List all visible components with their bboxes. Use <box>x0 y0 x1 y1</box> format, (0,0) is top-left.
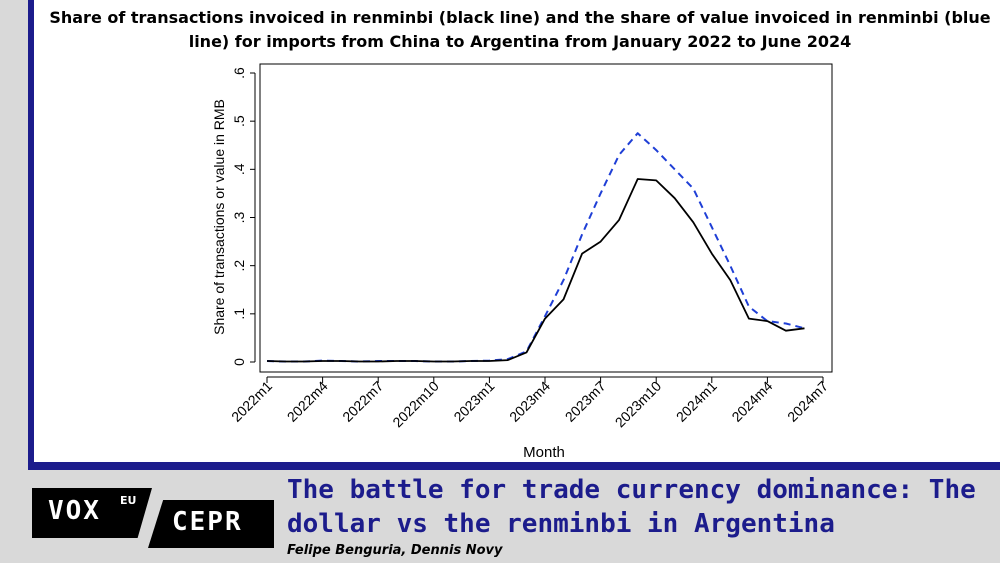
x-ticks: 2022m1 2022m4 2022m7 2022m10 2023m1 2023m4 202… <box>228 377 831 430</box>
x-tick-label: 2022m4 <box>284 378 331 425</box>
plot-area <box>259 63 833 373</box>
chart-title: Share of transactions invoiced in renmin… <box>49 8 991 51</box>
y-tick-label: 0 <box>231 358 247 366</box>
article-title: The battle for trade currency dominance:… <box>287 475 976 539</box>
y-tick-label: .6 <box>231 67 247 79</box>
x-tick-label: 2024m1 <box>673 378 720 425</box>
x-tick-label: 2023m7 <box>562 378 609 425</box>
y-axis-label: Share of transactions or value in RMB <box>211 99 227 335</box>
y-tick-label: .4 <box>231 163 247 175</box>
y-tick-label: .1 <box>231 308 247 320</box>
y-tick-label: .5 <box>231 115 247 127</box>
x-tick-label: 2024m4 <box>728 378 775 425</box>
voxeu-logo: VOX EU <box>32 488 152 538</box>
x-tick-label: 2024m7 <box>784 378 831 425</box>
x-tick-label: 2022m1 <box>228 378 275 425</box>
x-tick-label: 2022m10 <box>389 378 442 431</box>
y-tick-label: .2 <box>231 260 247 272</box>
article-authors: Felipe Benguria, Dennis Novy <box>287 543 503 558</box>
x-tick-label: 2023m1 <box>450 378 497 425</box>
logo-vox-text: VOX <box>48 496 101 526</box>
line-chart: 0.1.2.3.4.5.6 2022m1 2022m4 2022m7 2022m10 2… <box>211 63 833 461</box>
transaction-share-line <box>266 178 805 363</box>
cepr-logo: CEPR <box>148 500 274 548</box>
x-axis-label: Month <box>523 444 565 461</box>
logo-eu-text: EU <box>120 494 137 507</box>
x-tick-label: 2023m4 <box>506 378 553 425</box>
y-ticks: 0 .1 .2 .3 .4 .5 .6 <box>231 67 255 366</box>
y-tick-label: .3 <box>231 211 247 223</box>
x-tick-label: 2022m7 <box>339 378 386 425</box>
series-lines <box>266 132 805 363</box>
x-tick-label: 2023m10 <box>612 378 665 431</box>
logo-cepr-text: CEPR <box>172 507 243 537</box>
